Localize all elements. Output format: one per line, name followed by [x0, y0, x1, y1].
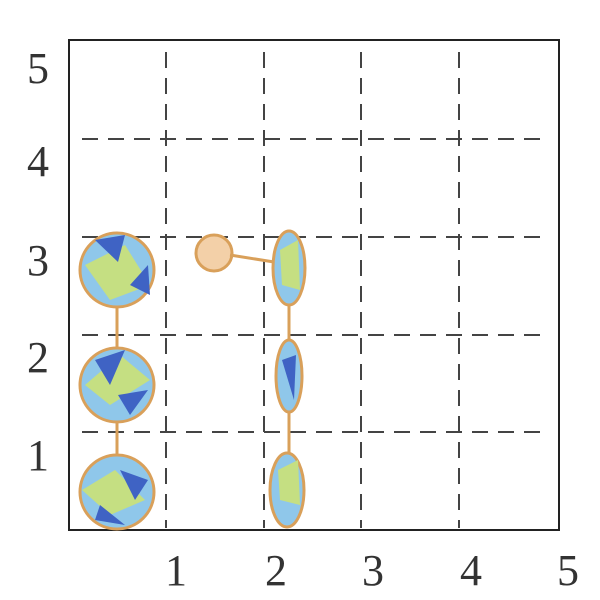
x-label: 2: [265, 546, 287, 595]
y-label: 1: [27, 431, 49, 480]
y-labels: 5 4 3 2 1: [27, 44, 49, 480]
x-label: 5: [557, 546, 579, 595]
y-label: 5: [27, 44, 49, 93]
dashed-grid: [82, 52, 548, 528]
x-label: 3: [362, 546, 384, 595]
x-labels: 1 2 3 4 5: [165, 546, 579, 595]
x-label: 4: [460, 546, 482, 595]
x-label: 1: [165, 546, 187, 595]
y-label: 3: [27, 236, 49, 285]
earring-front: [78, 231, 156, 531]
y-label: 4: [27, 137, 49, 186]
earring-side: [194, 229, 307, 529]
y-label: 2: [27, 333, 49, 382]
